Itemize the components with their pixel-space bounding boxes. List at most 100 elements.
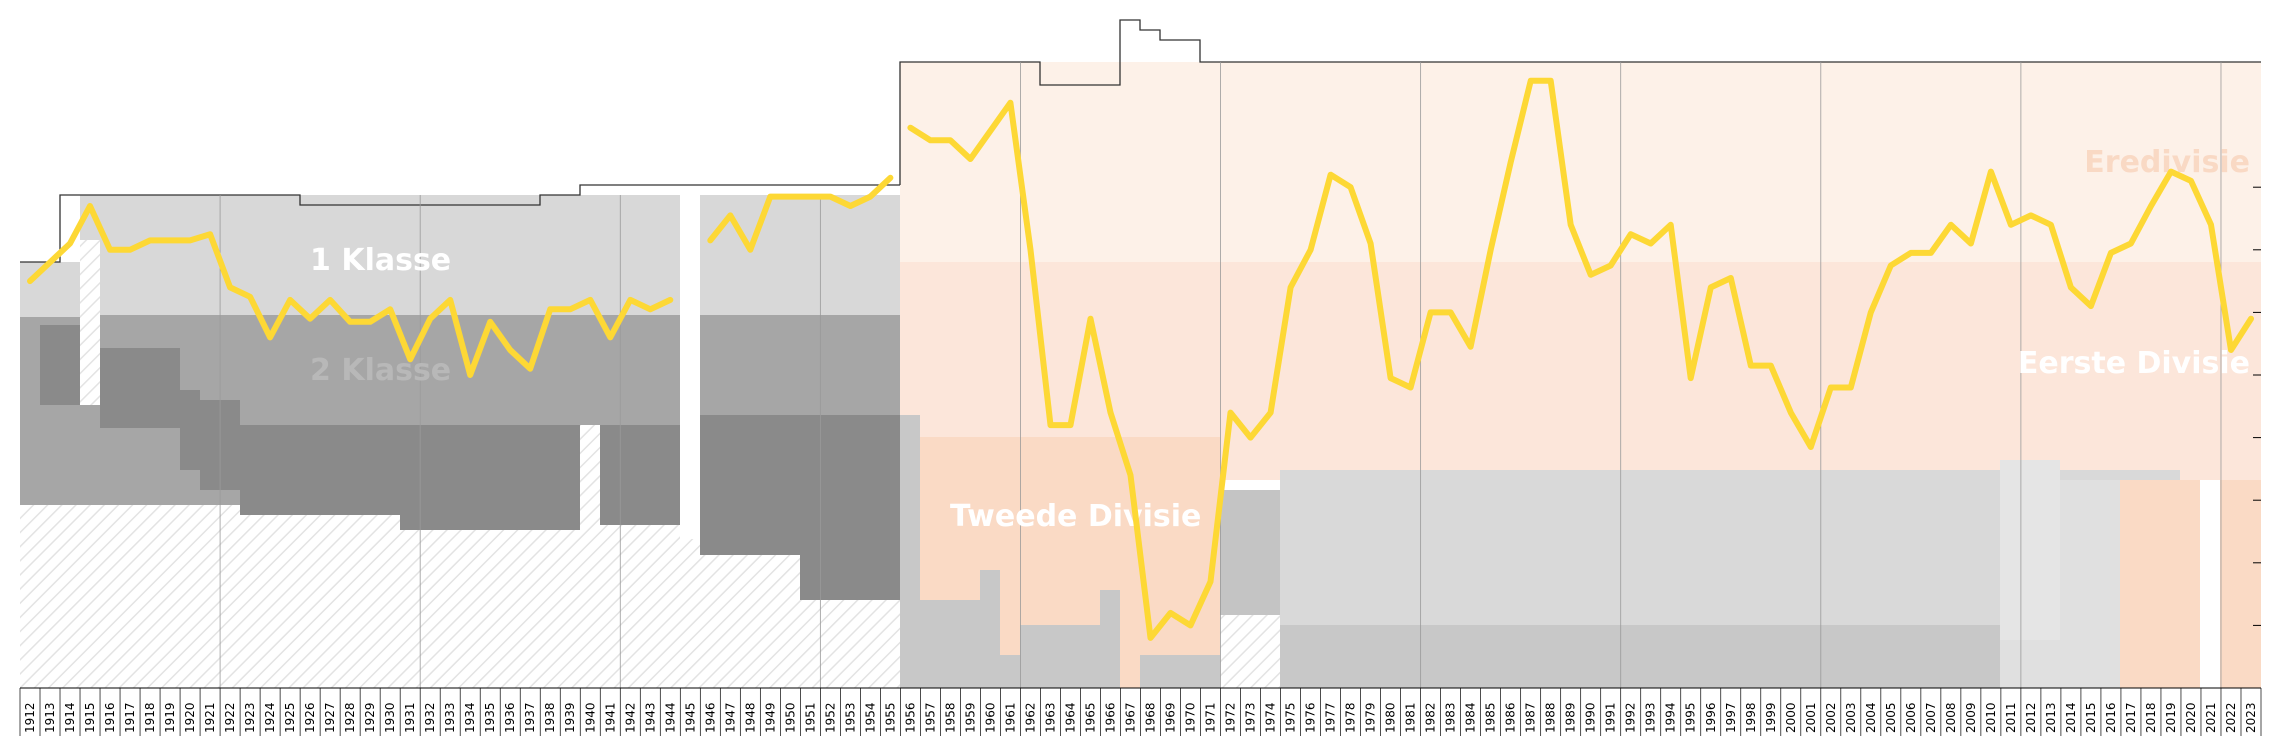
tier-2017-band <box>2120 480 2261 688</box>
x-tick-label: 1997 <box>1724 702 1738 733</box>
tier-3klasse-h <box>700 415 800 555</box>
x-tick-label: 1971 <box>1204 702 1218 733</box>
x-tick-label: 2002 <box>1824 702 1838 733</box>
x-tick-label: 1952 <box>823 702 837 733</box>
x-tick-label: 1926 <box>303 702 317 733</box>
x-tick-label: 1953 <box>843 702 857 733</box>
x-tick-label: 1950 <box>783 702 797 733</box>
x-tick-label: 1972 <box>1224 702 1238 733</box>
x-tick-label: 1918 <box>143 702 157 733</box>
tier-1klasse <box>80 195 900 315</box>
x-tick-label: 2023 <box>2244 702 2258 733</box>
tier-3klasse-f <box>400 425 580 530</box>
x-tick-label: 1946 <box>703 702 717 733</box>
tier-eredivisie <box>900 62 2261 262</box>
tier-3klasse-g <box>600 425 680 525</box>
x-tick-label: 1954 <box>863 702 877 733</box>
x-tick-label: 1987 <box>1524 702 1538 733</box>
x-tick-label: 1979 <box>1364 702 1378 733</box>
x-tick-label: 1994 <box>1664 702 1678 733</box>
x-tick-label: 2003 <box>1844 702 1858 733</box>
x-tick-label: 2019 <box>2164 702 2178 733</box>
series-0-segment-0 <box>27 203 674 378</box>
x-tick-label: 1980 <box>1384 702 1398 733</box>
x-tick-label: 1922 <box>223 702 237 733</box>
x-tick-label: 1992 <box>1624 702 1638 733</box>
x-tick-label: 1933 <box>443 702 457 733</box>
pre-1956-section <box>20 184 900 688</box>
tier-lower-1956-a <box>900 415 920 688</box>
tier-3klasse-b <box>100 348 180 428</box>
x-tick-label: 1976 <box>1304 702 1318 733</box>
x-tick-label: 2010 <box>1984 702 1998 733</box>
x-tick-label: 2016 <box>2104 702 2118 733</box>
x-tick-label: 2006 <box>1904 702 1918 733</box>
x-tick-label: 1958 <box>943 702 957 733</box>
x-tick-label: 2018 <box>2144 702 2158 733</box>
tier-lower-1960 <box>980 570 1000 688</box>
tier-1klasse-1912 <box>20 262 80 317</box>
tier-lower-1966 <box>1100 590 1120 688</box>
x-tick-label: 2014 <box>2064 702 2078 733</box>
tier-lower-1968 <box>1140 655 1220 688</box>
x-tick-label: 2020 <box>2184 702 2198 733</box>
x-tick-label: 2015 <box>2084 702 2098 733</box>
x-tick-label: 1984 <box>1464 702 1478 733</box>
x-tick-label: 1966 <box>1103 702 1117 733</box>
x-tick-label: 1919 <box>163 702 177 733</box>
x-tick-label: 1961 <box>1003 702 1017 733</box>
x-tick-label: 1999 <box>1764 702 1778 733</box>
tier-label-1klasse: 1 Klasse <box>310 243 451 278</box>
x-tick-label: 2007 <box>1924 702 1938 733</box>
x-tick-label: 1963 <box>1043 702 1057 733</box>
x-tick-label: 1939 <box>563 702 577 733</box>
x-tick-label: 1989 <box>1564 702 1578 733</box>
x-tick-label: 1937 <box>523 702 537 733</box>
x-tick-label: 1982 <box>1424 702 1438 733</box>
x-tick-label: 1949 <box>763 702 777 733</box>
x-tick-label: 1920 <box>183 702 197 733</box>
x-tick-label: 1930 <box>383 702 397 733</box>
x-tick-label: 1959 <box>963 702 977 733</box>
x-tick-label: 1974 <box>1264 702 1278 733</box>
x-tick-label: 1968 <box>1144 702 1158 733</box>
x-tick-label: 1916 <box>103 702 117 733</box>
x-tick-label: 1985 <box>1484 702 1498 733</box>
x-tick-label: 1914 <box>63 702 77 733</box>
x-tick-label: 1928 <box>343 702 357 733</box>
hatch-1915 <box>80 240 100 405</box>
x-tick-label: 1931 <box>403 702 417 733</box>
x-tick-label: 2000 <box>1784 702 1798 733</box>
series-0-segment-1 <box>707 174 894 253</box>
x-tick-label: 1998 <box>1744 702 1758 733</box>
x-tick-label: 1923 <box>243 702 257 733</box>
x-tick-label: 1981 <box>1404 702 1418 733</box>
x-tick-label: 1978 <box>1344 702 1358 733</box>
tier-3klasse-e <box>240 425 400 515</box>
tier-3klasse-i <box>800 415 900 600</box>
x-tick-label: 1970 <box>1184 702 1198 733</box>
x-tick-label: 2008 <box>1944 702 1958 733</box>
x-tick-label: 1934 <box>463 702 477 733</box>
gap-2021 <box>2200 480 2220 688</box>
x-tick-label: 1948 <box>743 702 757 733</box>
position-series <box>27 77 2254 641</box>
tier-labels: 1 Klasse 2 Klasse Eredivisie Eerste Divi… <box>310 145 2250 534</box>
x-tick-label: 1977 <box>1324 702 1338 733</box>
tier-label-2klasse: 2 Klasse <box>310 353 451 388</box>
tier-lower-2011-b <box>2000 640 2120 688</box>
post-1956-outline <box>899 19 2261 185</box>
x-tick-label: 1956 <box>903 702 917 733</box>
x-tick-label: 1947 <box>723 702 737 733</box>
x-tick-label: 2021 <box>2204 702 2218 733</box>
x-tick-label: 1973 <box>1244 702 1258 733</box>
x-tick-label: 1983 <box>1444 702 1458 733</box>
x-tick-label: 1942 <box>623 702 637 733</box>
x-axis: 1912 1913 1914 1915 1916 1917 1918 1919 1920 1921… <box>19 687 2262 736</box>
tier-3klasse-a <box>40 325 80 405</box>
x-tick-label: 1917 <box>123 702 137 733</box>
x-tick-label: 1962 <box>1023 702 1037 733</box>
x-tick-label: 1938 <box>543 702 557 733</box>
x-tick-label: 1964 <box>1063 702 1077 733</box>
